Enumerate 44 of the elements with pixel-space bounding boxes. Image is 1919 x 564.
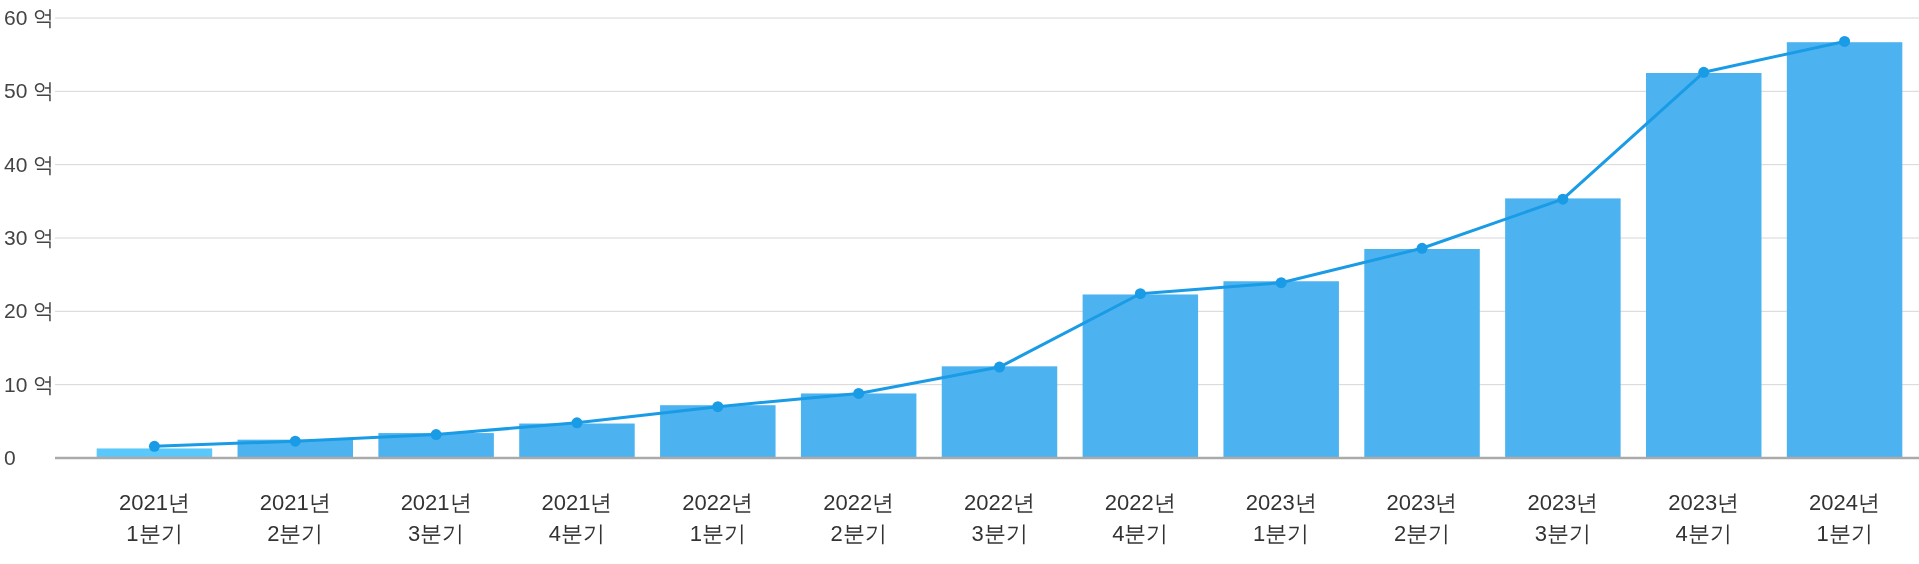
y-tick-label: 50 억	[4, 79, 55, 103]
bar	[1505, 198, 1621, 458]
point	[712, 401, 724, 413]
bar	[1364, 249, 1480, 458]
bar	[1082, 294, 1199, 458]
point	[1557, 193, 1569, 205]
point	[148, 440, 160, 452]
y-tick-label: 30 억	[4, 226, 55, 249]
point	[994, 361, 1005, 373]
bar	[660, 405, 776, 458]
point	[1839, 35, 1851, 47]
x-tick-label: 2021년 4분기	[541, 490, 613, 546]
y-tick-label: 40 억	[4, 152, 55, 176]
bar	[1645, 73, 1762, 458]
x-tick-label: 2021년 3분기	[400, 490, 472, 546]
x-tick-label: 2022년 2분기	[823, 490, 895, 546]
point	[1416, 242, 1428, 254]
bar	[1786, 42, 1903, 458]
point	[853, 387, 865, 399]
point	[1134, 288, 1146, 300]
y-tick-label: 10 억	[4, 372, 55, 396]
y-tick-label: 60 억	[4, 6, 55, 29]
x-tick-label: 2022년 3분기	[964, 490, 1035, 546]
bar	[941, 366, 1058, 458]
point	[571, 417, 583, 429]
bar	[1223, 281, 1339, 458]
point	[1275, 277, 1287, 289]
x-tick-label: 2023년 2분기	[1386, 490, 1458, 546]
x-tick-label: 2023년 3분기	[1527, 490, 1599, 546]
point	[1698, 66, 1710, 78]
bar	[800, 393, 917, 458]
y-tick-label: 0	[4, 446, 16, 469]
x-tick-label: 2023년 1분기	[1245, 490, 1317, 546]
bar	[519, 423, 635, 458]
point	[289, 435, 301, 447]
x-tick-label: 2024년 1분기	[1809, 490, 1881, 546]
x-tick-label: 2021년 1분기	[118, 490, 190, 546]
bar	[96, 448, 213, 458]
x-tick-label: 2021년 2분기	[259, 490, 331, 546]
x-tick-label: 2022년 4분기	[1104, 490, 1176, 546]
x-tick-label: 2022년 1분기	[682, 490, 754, 546]
point	[430, 429, 442, 441]
x-tick-label: 2023년 4분기	[1668, 490, 1740, 546]
y-tick-label: 20 억	[4, 299, 55, 323]
